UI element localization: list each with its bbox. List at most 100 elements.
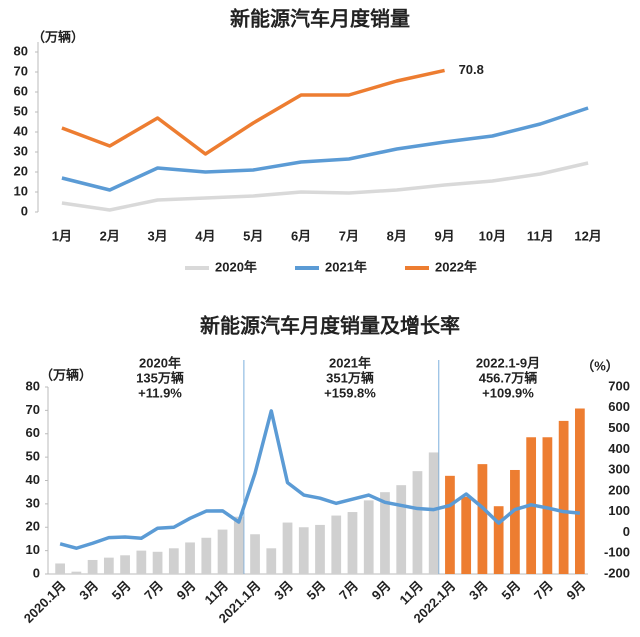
bar: [71, 571, 82, 574]
bar: [477, 464, 488, 574]
annotation: 135万辆: [136, 370, 184, 385]
bar: [201, 537, 212, 574]
y2-tick-label: 600: [608, 399, 630, 414]
y-axis-label: （万辆）: [32, 29, 84, 44]
y-tick-label: 0: [21, 203, 28, 218]
x-tick-label: 9月: [434, 228, 454, 243]
bar: [168, 548, 179, 574]
bar: [217, 529, 228, 574]
bar: [510, 469, 520, 574]
x-tick-label: 9月: [564, 578, 589, 603]
bar: [412, 471, 423, 574]
y-tick-label: 40: [26, 472, 40, 487]
bar: [87, 559, 98, 574]
legend-label: 2022年: [435, 259, 477, 274]
bar: [103, 557, 114, 574]
x-tick-label: 7月: [531, 578, 556, 603]
y-tick-label: 10: [14, 183, 28, 198]
x-tick-label: 7月: [339, 228, 359, 243]
y-tick-label: 30: [26, 495, 40, 510]
annotation: 2020年: [139, 355, 181, 370]
annotation: 2022.1-9月: [476, 355, 540, 370]
bar: [250, 534, 260, 574]
y2-tick-label: -100: [604, 545, 630, 560]
y-axis-label: （万辆）: [40, 367, 92, 382]
x-tick-label: 2月: [100, 228, 120, 243]
y2-tick-label: 200: [608, 482, 630, 497]
bar: [233, 516, 244, 574]
bar: [331, 515, 342, 574]
x-tick-label: 7月: [141, 578, 166, 603]
bar: [542, 437, 553, 574]
y2-tick-label: -200: [604, 565, 630, 580]
x-tick-label: 5月: [243, 228, 263, 243]
bar: [363, 500, 374, 574]
line: [59, 409, 581, 550]
bar: [315, 524, 325, 574]
y-tick-label: 70: [14, 63, 28, 78]
y2-tick-label: 300: [608, 462, 630, 477]
y-tick-label: 10: [26, 542, 40, 557]
annotation: 351万辆: [326, 370, 374, 385]
bar: [282, 522, 293, 574]
bar: [493, 506, 504, 574]
y2-tick-label: 0: [623, 524, 630, 539]
bar: [347, 512, 358, 574]
y-tick-label: 20: [26, 519, 40, 534]
bar: [55, 563, 65, 574]
chart-title: 新能源汽车月度销量及增长率: [200, 313, 460, 337]
x-tick-label: 7月: [336, 578, 361, 603]
bar: [558, 420, 569, 574]
legend-label: 2020年: [215, 259, 257, 274]
x-tick-label: 2020.1月: [21, 578, 69, 626]
legend-label: 2021年: [325, 259, 367, 274]
line: [61, 68, 445, 156]
y-tick-label: 80: [14, 43, 28, 58]
annotation: 2021年: [329, 355, 371, 370]
x-tick-label: 11月: [527, 228, 554, 243]
bar: [152, 551, 163, 574]
y-tick-label: 40: [14, 123, 28, 138]
bar: [298, 527, 309, 574]
x-tick-label: 5月: [499, 578, 524, 603]
x-tick-label: 1月: [52, 228, 72, 243]
x-tick-label: 9月: [369, 578, 394, 603]
bar: [266, 548, 277, 574]
x-tick-label: 3月: [466, 578, 491, 603]
annotation: +11.9%: [138, 385, 182, 400]
annotation: 456.7万辆: [479, 370, 538, 385]
y-tick-label: 30: [14, 143, 28, 158]
bar: [136, 550, 147, 574]
y-tick-label: 0: [33, 565, 40, 580]
y-tick-label: 60: [26, 425, 40, 440]
y2-tick-label: 500: [608, 420, 630, 435]
y2-tick-label: 400: [608, 441, 630, 456]
bar: [120, 555, 130, 574]
x-tick-label: 4月: [195, 228, 215, 243]
bar: [396, 485, 407, 574]
x-tick-label: 3月: [76, 578, 101, 603]
bar: [445, 475, 455, 574]
y-tick-label: 60: [14, 83, 28, 98]
x-tick-label: 3月: [147, 228, 167, 243]
bar: [575, 408, 585, 574]
bar: [428, 452, 439, 574]
y-tick-label: 50: [14, 103, 28, 118]
y2-tick-label: 700: [608, 378, 630, 393]
x-tick-label: 3月: [271, 578, 296, 603]
x-tick-label: 5月: [109, 578, 134, 603]
line: [61, 161, 589, 212]
bar: [380, 492, 390, 574]
line: [61, 106, 589, 192]
annotation: +109.9%: [482, 385, 534, 400]
x-tick-label: 9月: [174, 578, 199, 603]
y-tick-label: 20: [14, 163, 28, 178]
x-tick-label: 5月: [304, 578, 329, 603]
annotation: +159.8%: [324, 385, 376, 400]
bar: [461, 496, 472, 574]
y-tick-label: 70: [26, 402, 40, 417]
x-tick-label: 12月: [574, 228, 601, 243]
x-tick-label: 6月: [291, 228, 311, 243]
x-tick-label: 10月: [479, 228, 506, 243]
